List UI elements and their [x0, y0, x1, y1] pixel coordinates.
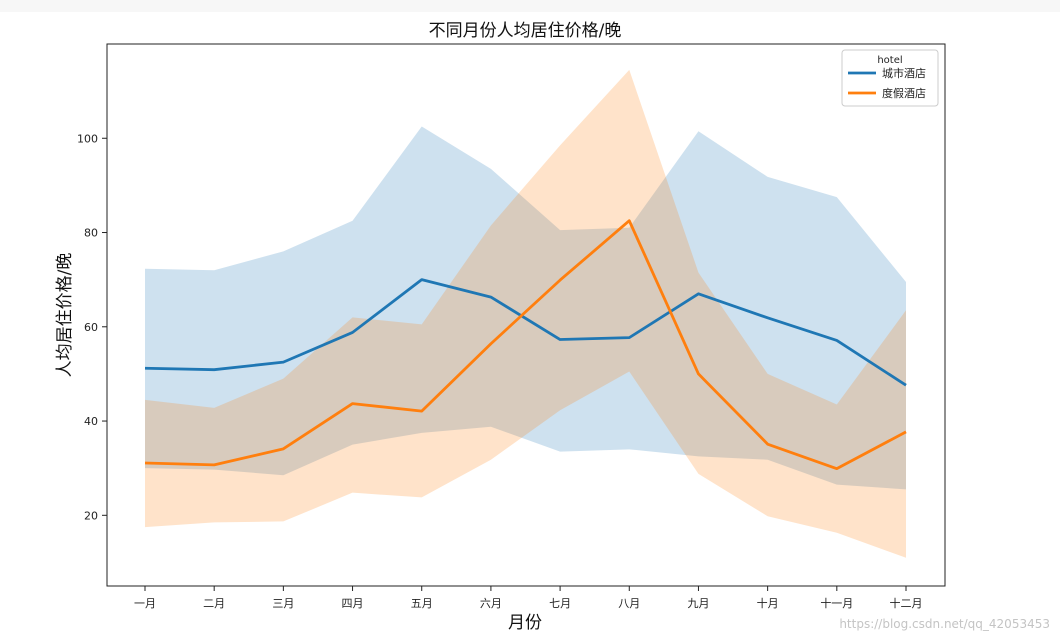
legend-title: hotel	[877, 55, 902, 66]
x-tick-label: 十二月	[890, 596, 923, 610]
x-tick-label: 二月	[203, 597, 225, 610]
x-tick-label: 三月	[272, 597, 294, 610]
series-lines	[144, 219, 907, 471]
plot-frame	[106, 43, 946, 587]
top-strip	[0, 0, 1060, 12]
x-tick-label: 四月	[342, 597, 364, 610]
x-axis-ticks: 一月 二月 三月 四月 五月 六月 七月 八月 九月 十月 十一月 十二月	[134, 586, 923, 610]
y-tick-label: 40	[84, 415, 98, 428]
x-tick-label: 八月	[618, 597, 640, 610]
y-axis-ticks: 20 40 60 80 100	[77, 132, 107, 522]
series-line-1	[144, 278, 907, 387]
chart-title: 不同月份人均居住价格/晚	[429, 21, 622, 41]
x-tick-label: 六月	[480, 597, 502, 610]
x-tick-label: 七月	[549, 597, 571, 610]
legend-label-1: 城市酒店	[882, 66, 926, 80]
x-tick-label: 五月	[411, 597, 433, 610]
x-tick-label: 一月	[134, 597, 156, 610]
x-tick-label: 十一月	[820, 596, 853, 610]
watermark: https://blog.csdn.net/qq_42053453	[839, 617, 1050, 631]
x-tick-label: 十月	[757, 596, 779, 610]
series-line-2	[144, 219, 907, 471]
y-tick-label: 20	[84, 509, 98, 522]
y-tick-label: 60	[84, 321, 98, 334]
x-tick-label: 九月	[687, 597, 709, 610]
x-axis-label: 月份	[508, 613, 542, 633]
y-tick-label: 80	[84, 227, 98, 240]
legend-label-2: 度假酒店	[882, 86, 926, 100]
y-tick-label: 100	[77, 132, 98, 145]
confidence-band-1	[145, 126, 906, 490]
y-axis-label: 人均居住价格/晚	[55, 253, 75, 378]
